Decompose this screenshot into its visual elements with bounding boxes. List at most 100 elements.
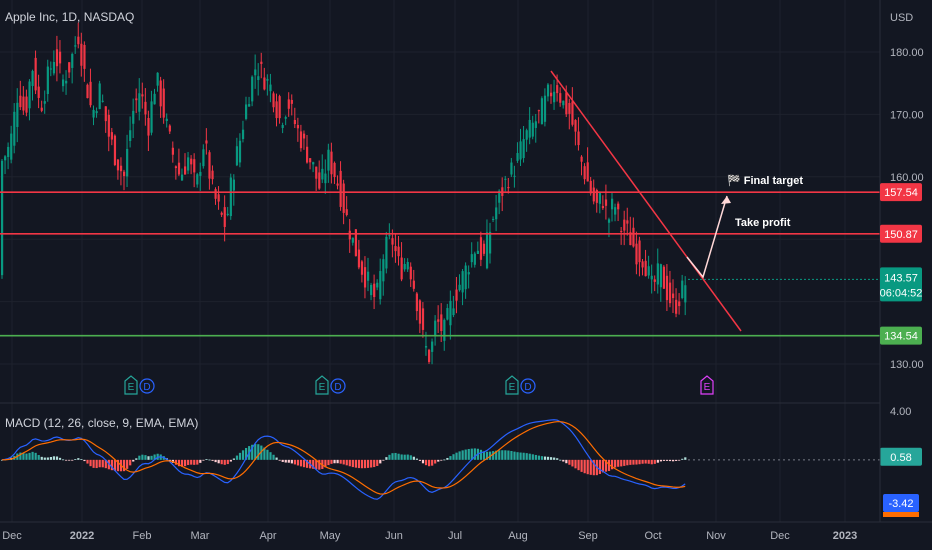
macd-histogram-bar [37,455,40,460]
macd-histogram-bar [287,459,290,463]
candle-down [296,125,300,129]
candle-down [159,80,162,107]
level-badge [880,326,922,345]
candle-down [629,232,632,246]
candle-down [574,120,577,132]
macd-histogram-bar [360,459,364,469]
macd-histogram-bar [659,459,662,462]
macd-histogram-bar [290,459,293,464]
candle-up [614,207,617,215]
candle-down [565,92,568,115]
macd-histogram-bar [586,459,589,475]
candle-up [403,263,406,270]
macd-histogram-bar [333,459,336,464]
macd-histogram-bar [132,459,135,462]
x-tick-label: Oct [644,530,661,542]
candle-up [650,275,653,280]
level-badge [880,183,922,202]
level-badge-label: 150.87 [884,229,918,241]
candle-up [199,171,202,176]
candle-up [62,79,65,87]
candle-up [248,104,251,107]
candle-down [394,246,397,252]
macd-histogram-bar [498,450,501,460]
macd-histogram-bar [543,456,547,460]
macd-histogram-bar [92,459,95,468]
candle-down [302,133,306,139]
candle-down [559,93,562,103]
candle-up [656,263,659,285]
candle-down [354,229,357,257]
y-tick-label: 130.00 [890,359,924,371]
macd-histogram-bar [168,459,171,461]
downtrend-line[interactable] [550,70,742,332]
signal-line [1,421,686,495]
macd-histogram-bar [345,459,348,466]
candle-down [299,131,303,149]
macd-histogram-bar [208,459,211,461]
candle-down [287,99,290,109]
candle-up [611,198,614,210]
macd-histogram-bar [513,451,516,460]
candle-down [595,190,598,203]
y-tick-label: 160.00 [890,172,924,184]
candle-up [153,93,156,105]
candle-up [449,300,452,326]
candle-up [379,271,382,300]
macd-histogram-bar [275,457,278,460]
candle-up [553,91,556,103]
projection-arrowhead [721,196,731,204]
candle-down [623,219,626,231]
candle-up [367,271,370,281]
candle-up [406,261,409,270]
x-tick-label: May [320,530,341,542]
candle-down [55,49,59,67]
candle-up [238,140,242,163]
candle-down [577,131,580,146]
macd-histogram-bar [135,458,138,460]
time-axis[interactable]: Dec 2022 Feb Mar Apr May Jun Jul Aug Sep Oct Nov Dec… [2,530,857,542]
candle-down [113,135,117,166]
candle-up [98,83,101,110]
candle-down [40,107,43,111]
y-tick-label: 170.00 [890,109,924,121]
candle-down [479,237,483,260]
macd-histogram-bar [678,459,681,461]
price-axis[interactable]: 130.00 160.00 170.00 180.00 [890,47,924,371]
candle-up [510,162,513,175]
candle-down [116,159,120,171]
macd-histogram-bar [49,456,52,460]
macd-histogram-bar [235,455,239,460]
macd-histogram-bar [211,459,214,461]
macd-histogram-bar [251,444,254,460]
candle-up [467,272,470,275]
macd-histogram-bar [556,458,559,460]
candle-up [562,100,565,106]
macd-histogram-bar [223,459,226,465]
candle-down [58,51,62,64]
macd-histogram-bar [421,459,425,464]
candle-up [546,84,550,97]
candle-down [86,84,89,99]
macd-histogram-bar [415,458,418,460]
macd-histogram-bar [278,459,281,461]
macd-histogram-bar [531,454,534,460]
dividend-marker-label: D [334,382,341,393]
price-badges: 157.54 150.87 134.54 143.57 06:04:52 [880,183,922,345]
candle-down [632,227,635,247]
candle-down [217,194,220,202]
candle-down [507,187,510,189]
candle-down [190,158,193,165]
macd-histogram-bar [629,459,632,465]
candle-up [351,237,354,243]
macd-histogram-bar [534,454,537,460]
macd-histogram-bar [116,459,120,472]
macd-histogram-bar [665,459,669,461]
candle-down [391,238,394,245]
candle-down [339,170,342,207]
candle-down [119,165,123,172]
candle-down [662,266,666,289]
macd-histogram-bar [55,456,59,460]
macd-histogram-bar [22,453,25,460]
